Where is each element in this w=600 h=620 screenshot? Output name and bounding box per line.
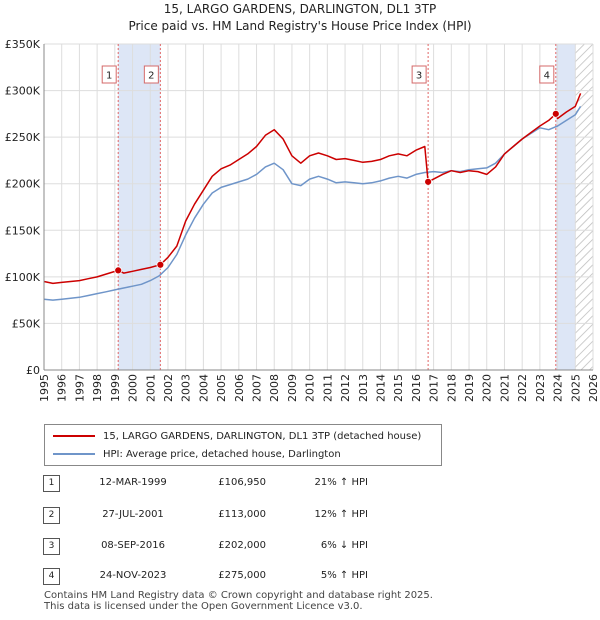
sale-price: £113,000 (218, 509, 266, 520)
footer-licence: This data is licensed under the Open Gov… (44, 601, 363, 612)
sale-hpi-comparison: 12% ↑ HPI (314, 509, 368, 520)
x-tick-label: 2010 (304, 374, 317, 402)
sale-label-box (101, 65, 117, 84)
sale-label-box (539, 65, 555, 84)
sale-point (156, 260, 165, 269)
hpi-series-line (43, 105, 582, 301)
x-tick-label: 1996 (56, 374, 69, 402)
x-tick-label: 2009 (286, 374, 299, 402)
legend-label-property: 15, LARGO GARDENS, DARLINGTON, DL1 3TP (… (103, 430, 422, 442)
x-tick-label: 2014 (374, 374, 387, 402)
x-tick-label: 2018 (445, 374, 458, 402)
x-tick-label: 2020 (481, 374, 494, 402)
sale-number-badge: 4 (43, 568, 60, 585)
table-row: 4 24-NOV-2023 £275,000 5% ↑ HPI (0, 567, 600, 587)
x-tick-label: 1998 (91, 374, 104, 402)
y-tick-label: £0 (26, 364, 40, 377)
sale-point (551, 109, 560, 118)
legend-item-property: 15, LARGO GARDENS, DARLINGTON, DL1 3TP (… (53, 428, 421, 444)
table-row: 1 12-MAR-1999 £106,950 21% ↑ HPI (0, 474, 600, 494)
legend-label-hpi: HPI: Average price, detached house, Darl… (103, 448, 341, 460)
x-tick-label: 1995 (38, 374, 51, 402)
x-tick-label: 2013 (357, 374, 370, 402)
sale-point (424, 177, 433, 186)
sale-number-badge: 2 (43, 507, 60, 524)
legend-item-hpi: HPI: Average price, detached house, Darl… (53, 446, 341, 462)
x-tick-label: 1999 (109, 374, 122, 402)
sale-hpi-comparison: 5% ↑ HPI (320, 570, 368, 581)
sale-label-text: 4 (544, 71, 550, 82)
sale-label-text: 3 (416, 71, 422, 82)
sale-date: 27-JUL-2001 (102, 509, 164, 520)
x-tick-label: 2017 (428, 374, 441, 402)
y-tick-label: £50K (12, 317, 41, 330)
x-tick-label: 1997 (73, 374, 86, 402)
sale-price: £202,000 (218, 540, 266, 551)
legend-swatch-property (53, 435, 95, 437)
footer-attribution: Contains HM Land Registry data © Crown c… (44, 590, 433, 612)
sale-price: £275,000 (218, 570, 266, 581)
x-tick-label: 2007 (251, 374, 264, 402)
x-tick-label: 2023 (534, 374, 547, 402)
sale-label-text: 1 (106, 71, 112, 82)
sale-hpi-comparison: 21% ↑ HPI (314, 477, 368, 488)
forecast-hatch (575, 44, 593, 370)
sale-date: 12-MAR-1999 (99, 477, 167, 488)
x-tick-label: 2000 (127, 374, 140, 402)
sale-number-badge: 1 (43, 475, 60, 492)
y-tick-label: £150K (5, 224, 41, 237)
y-tick-label: £200K (5, 178, 41, 191)
y-tick-label: £300K (5, 85, 41, 98)
sale-label-box (411, 65, 427, 84)
chart-legend: 15, LARGO GARDENS, DARLINGTON, DL1 3TP (… (44, 424, 442, 466)
footer-copyright: Contains HM Land Registry data © Crown c… (44, 590, 433, 601)
x-tick-label: 2008 (268, 374, 281, 402)
x-tick-label: 2019 (463, 374, 476, 402)
sale-label-text: 2 (148, 71, 154, 82)
chart-subtitle: Price paid vs. HM Land Registry's House … (128, 19, 472, 33)
sale-label-box (143, 65, 159, 84)
y-tick-label: £250K (5, 131, 41, 144)
price-chart: 1 2 3 4 £0 £50K £100K £150K £200K £250K £300K £350… (5, 38, 600, 402)
sale-date: 08-SEP-2016 (101, 540, 165, 551)
x-tick-label: 2021 (498, 374, 511, 402)
x-tick-label: 2025 (569, 374, 582, 402)
x-tick-label: 2004 (197, 374, 210, 402)
x-tick-label: 2011 (321, 374, 334, 402)
x-tick-label: 2002 (162, 374, 175, 402)
x-tick-label: 2016 (410, 374, 423, 402)
shaded-period (555, 44, 576, 370)
x-tick-label: 2012 (339, 374, 352, 402)
sale-date: 24-NOV-2023 (99, 570, 167, 581)
property-series-line (43, 93, 582, 285)
sale-point (114, 266, 123, 275)
table-row: 2 27-JUL-2001 £113,000 12% ↑ HPI (0, 506, 600, 526)
sale-hpi-comparison: 6% ↓ HPI (320, 540, 368, 551)
x-tick-label: 2022 (516, 374, 529, 402)
y-tick-label: £100K (5, 271, 41, 284)
x-tick-label: 2026 (587, 374, 600, 402)
x-tick-label: 2001 (144, 374, 157, 402)
x-tick-label: 2005 (215, 374, 228, 402)
x-tick-label: 2006 (233, 374, 246, 402)
x-tick-label: 2024 (552, 374, 565, 402)
sale-number-badge: 3 (43, 538, 60, 555)
x-tick-label: 2015 (392, 374, 405, 402)
y-tick-label: £350K (5, 38, 41, 51)
x-tick-label: 2003 (180, 374, 193, 402)
sale-price: £106,950 (218, 477, 266, 488)
table-row: 3 08-SEP-2016 £202,000 6% ↓ HPI (0, 537, 600, 557)
shaded-period (118, 44, 161, 370)
chart-title: 15, LARGO GARDENS, DARLINGTON, DL1 3TP (163, 2, 437, 16)
legend-swatch-hpi (53, 453, 95, 455)
